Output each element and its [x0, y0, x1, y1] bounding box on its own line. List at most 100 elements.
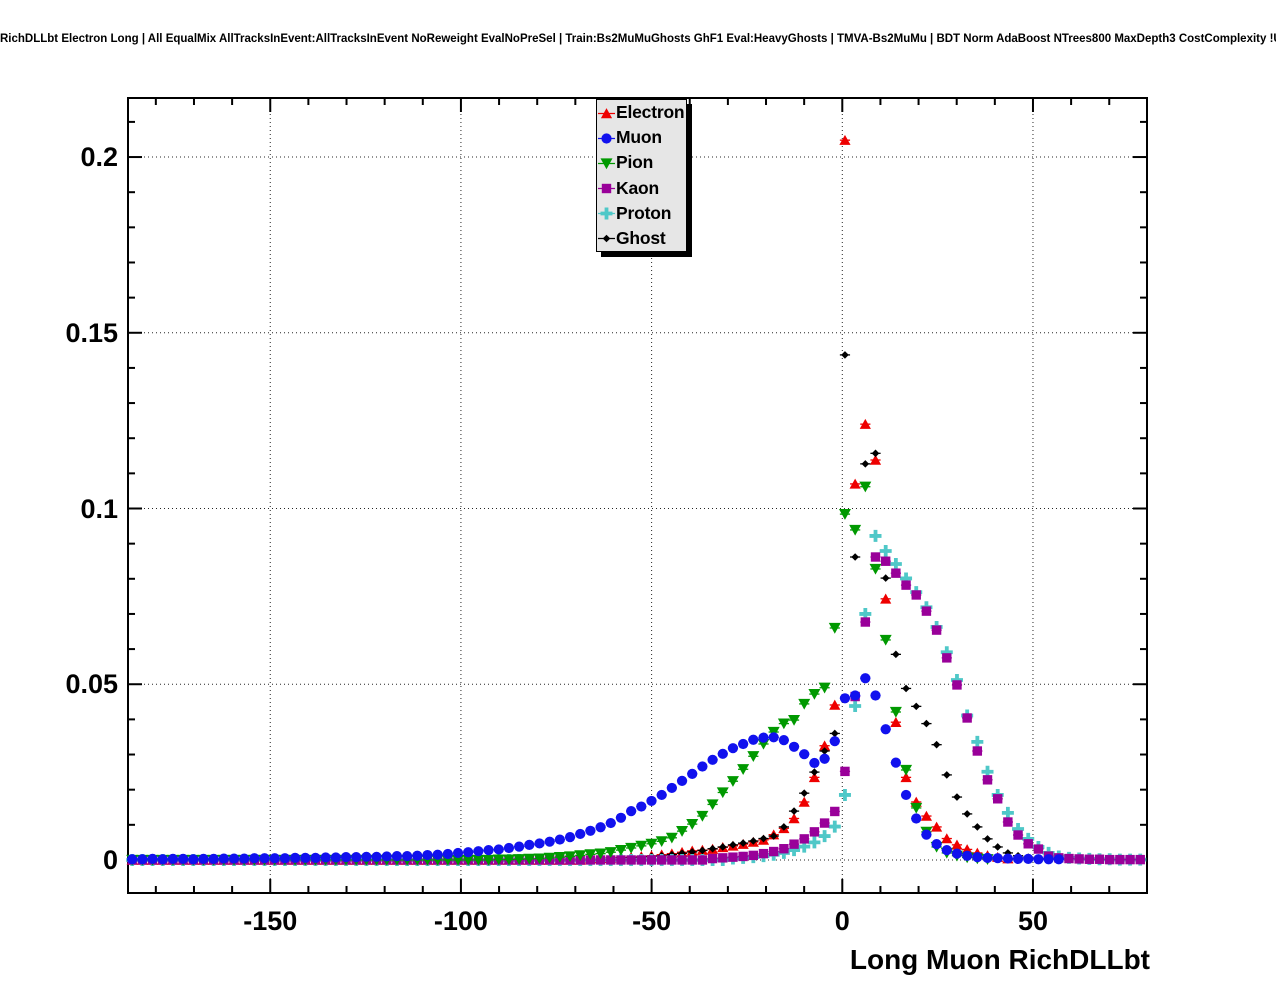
data-point-marker [717, 748, 728, 759]
series-electron [126, 134, 1014, 865]
data-point-marker [239, 853, 250, 864]
data-point-marker [157, 854, 168, 865]
data-point-marker [646, 795, 657, 807]
data-point-marker [982, 852, 993, 863]
data-point-marker [818, 830, 831, 843]
data-point-marker [656, 789, 667, 801]
data-point-marker [869, 529, 882, 542]
data-point-marker [758, 732, 769, 743]
data-point-marker [900, 789, 912, 801]
data-point-marker [950, 674, 963, 687]
data-point-marker [892, 650, 900, 659]
data-point-marker [575, 828, 586, 840]
data-point-marker [442, 848, 453, 860]
data-point-marker [749, 837, 758, 845]
data-point-marker [769, 832, 778, 840]
y-tick-label: 0.15 [65, 317, 118, 348]
data-point-marker [472, 854, 485, 866]
data-point-marker [841, 351, 849, 359]
data-point-marker [859, 481, 872, 493]
data-point-marker [716, 787, 729, 799]
data-point-marker [902, 684, 910, 693]
data-point-marker [790, 807, 798, 815]
data-point-marker [198, 853, 209, 865]
data-point-marker [849, 478, 861, 489]
data-point-marker [208, 853, 219, 865]
data-point-marker [677, 855, 687, 865]
data-point-marker [666, 782, 677, 794]
data-point-marker [951, 848, 963, 859]
data-point-marker [809, 827, 820, 837]
data-point-marker [739, 839, 747, 847]
data-point-marker [533, 853, 546, 865]
data-point-marker [982, 775, 993, 785]
data-point-marker [779, 844, 789, 854]
data-point-marker [788, 844, 801, 857]
data-point-marker [1002, 853, 1013, 864]
data-point-marker [707, 754, 718, 765]
data-point-marker [850, 690, 861, 701]
data-point-marker [992, 794, 1003, 804]
legend-cross-icon [598, 207, 615, 220]
legend-item-proton: Proton [597, 201, 686, 226]
data-point-marker [697, 855, 708, 865]
data-point-marker [820, 747, 829, 755]
data-point-marker [534, 838, 545, 849]
data-point-marker [513, 854, 526, 865]
data-point-marker [800, 789, 809, 797]
data-point-marker [828, 820, 841, 833]
data-point-marker [758, 848, 769, 859]
data-point-marker [616, 855, 626, 865]
data-point-marker [911, 590, 921, 600]
data-point-marker [747, 751, 760, 762]
data-point-marker [544, 836, 555, 847]
data-point-marker [798, 698, 811, 710]
data-point-marker [625, 842, 638, 854]
data-point-marker [951, 839, 963, 850]
data-point-marker [993, 843, 1002, 851]
plot-frame [127, 97, 1148, 894]
data-point-marker [942, 653, 952, 663]
legend: Electron Muon Pion Kaon Proton Ghost [596, 99, 687, 252]
data-point-marker [188, 854, 199, 865]
legend-label: Kaon [616, 177, 659, 198]
data-point-marker [808, 836, 821, 849]
data-point-marker [574, 850, 587, 862]
data-point-marker [687, 768, 698, 779]
legend-item-electron: Electron [597, 100, 686, 125]
data-point-marker [859, 607, 872, 620]
data-point-marker [412, 850, 423, 861]
data-point-marker [869, 563, 882, 575]
data-point-marker [422, 849, 433, 861]
data-point-marker [748, 850, 759, 861]
data-point-marker [1012, 853, 1024, 865]
legend-label: Muon [616, 127, 662, 148]
data-point-marker [983, 835, 992, 843]
data-point-marker [901, 580, 911, 590]
data-point-marker [604, 847, 617, 858]
data-point-marker [973, 823, 982, 831]
legend-triangle-up-icon [598, 107, 615, 118]
data-point-marker [830, 729, 839, 738]
data-point-marker [810, 768, 819, 776]
data-point-marker [828, 622, 841, 634]
data-point-marker [381, 851, 392, 862]
data-point-marker [729, 841, 737, 849]
data-point-marker [635, 840, 648, 852]
data-point-marker [696, 810, 709, 822]
data-point-marker [1105, 854, 1115, 865]
data-point-marker [971, 735, 984, 748]
data-point-marker [614, 845, 627, 856]
data-point-marker [543, 852, 556, 864]
data-point-marker [799, 749, 810, 760]
data-point-marker [290, 852, 301, 863]
data-point-marker [768, 732, 779, 743]
data-point-marker [726, 776, 739, 787]
data-point-marker [688, 848, 697, 856]
data-point-marker [249, 853, 260, 864]
data-point-marker [147, 853, 158, 865]
data-point-marker [503, 842, 515, 854]
data-point-marker [1135, 854, 1145, 865]
data-point-marker [320, 852, 331, 863]
